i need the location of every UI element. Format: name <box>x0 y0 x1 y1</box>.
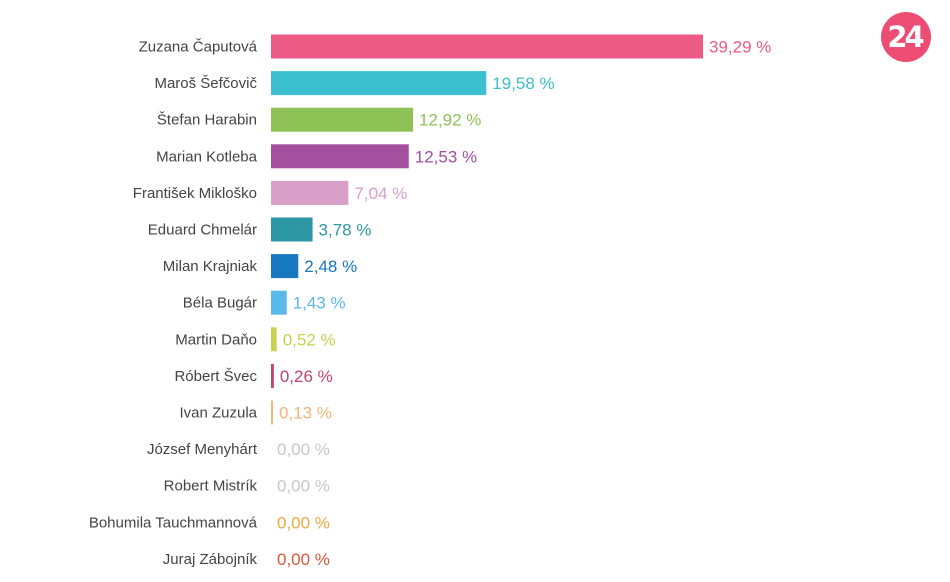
value-label: 0,26 % <box>280 367 333 386</box>
bar[interactable] <box>271 327 277 352</box>
value-label: 12,92 % <box>419 111 481 130</box>
category-label: Robert Mistrík <box>164 478 258 495</box>
value-label: 0,52 % <box>283 330 336 349</box>
bar[interactable] <box>271 400 273 425</box>
category-label: Bohumila Tauchmannová <box>89 514 258 531</box>
category-label: Milan Krajniak <box>163 258 258 275</box>
value-label: 39,29 % <box>709 38 771 57</box>
category-label: Ivan Zuzula <box>179 405 257 422</box>
bar[interactable] <box>271 363 274 388</box>
category-label: Róbert Švec <box>174 368 257 385</box>
category-label: Maroš Šefčovič <box>154 75 257 92</box>
value-label: 0,00 % <box>277 477 330 496</box>
value-label: 19,58 % <box>492 74 554 93</box>
category-label: Zuzana Čaputová <box>139 39 258 56</box>
bar[interactable] <box>271 107 414 132</box>
category-label: József Menyhárt <box>147 441 258 458</box>
category-label: Eduard Chmelár <box>148 222 257 239</box>
bar[interactable] <box>271 254 299 279</box>
bar[interactable] <box>271 144 409 169</box>
bar[interactable] <box>271 217 313 242</box>
value-label: 0,00 % <box>277 513 330 532</box>
value-label: 3,78 % <box>319 221 372 240</box>
category-label: Marian Kotleba <box>156 148 258 165</box>
value-label: 1,43 % <box>293 294 346 313</box>
24-logo-icon[interactable]: 24 <box>881 12 931 62</box>
bar[interactable] <box>271 180 349 205</box>
category-label: Martin Daňo <box>175 331 257 348</box>
value-label: 2,48 % <box>304 257 357 276</box>
category-label: František Mikloško <box>133 185 257 202</box>
category-label: Štefan Harabin <box>157 112 257 129</box>
value-label: 0,00 % <box>277 550 330 569</box>
value-label: 0,00 % <box>277 440 330 459</box>
bar[interactable] <box>271 290 287 315</box>
value-label: 12,53 % <box>415 147 477 166</box>
category-label: Béla Bugár <box>183 295 257 312</box>
value-label: 0,13 % <box>279 404 332 423</box>
logo-text: 24 <box>887 19 924 54</box>
category-label: Juraj Zábojník <box>163 551 258 568</box>
bar[interactable] <box>271 34 703 59</box>
value-label: 7,04 % <box>354 184 407 203</box>
bar[interactable] <box>271 71 487 96</box>
